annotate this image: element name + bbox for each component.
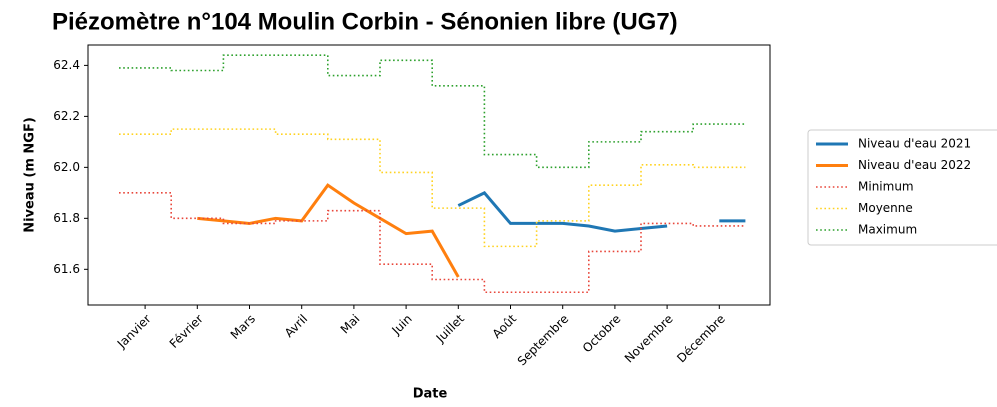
x-tick-label: Février — [167, 312, 206, 351]
x-tick-label: Avril — [282, 312, 310, 340]
x-tick-label: Janvier — [114, 312, 154, 352]
y-tick-label: 62.0 — [53, 160, 80, 174]
series-line — [457, 190, 668, 233]
x-tick-label: Octobre — [580, 312, 624, 356]
legend-box — [807, 129, 997, 246]
legend-label: Niveau d'eau 2022 — [858, 158, 971, 172]
series-line — [197, 183, 460, 278]
legend-label: Maximum — [858, 223, 917, 237]
x-tick-label: Septembre — [515, 312, 572, 369]
y-tick-label: 61.8 — [53, 211, 80, 225]
chart-title: Piézomètre n°104 Moulin Corbin - Sénonie… — [52, 8, 678, 35]
plot-frame — [87, 44, 771, 306]
y-tick-label: 62.4 — [53, 58, 80, 72]
series-line — [119, 128, 746, 248]
series-line — [119, 54, 746, 169]
y-axis-label: Niveau (m NGF) — [23, 117, 38, 233]
series-line — [119, 192, 746, 294]
x-tick-label: Août — [490, 311, 520, 341]
x-tick-label: Juin — [388, 312, 414, 338]
y-tick-label: 62.2 — [53, 109, 80, 123]
y-tick-label: 61.6 — [53, 262, 80, 276]
legend-label: Niveau d'eau 2021 — [858, 137, 971, 151]
x-tick-label: Juillet — [433, 311, 467, 345]
legend-label: Minimum — [858, 180, 914, 194]
x-tick-label: Mars — [228, 312, 258, 342]
legend-label: Moyenne — [858, 201, 913, 215]
x-tick-label: Décembre — [674, 312, 728, 366]
x-tick-label: Novembre — [622, 312, 676, 366]
x-axis-label: Date — [413, 387, 448, 402]
x-tick-label: Mai — [338, 312, 363, 337]
